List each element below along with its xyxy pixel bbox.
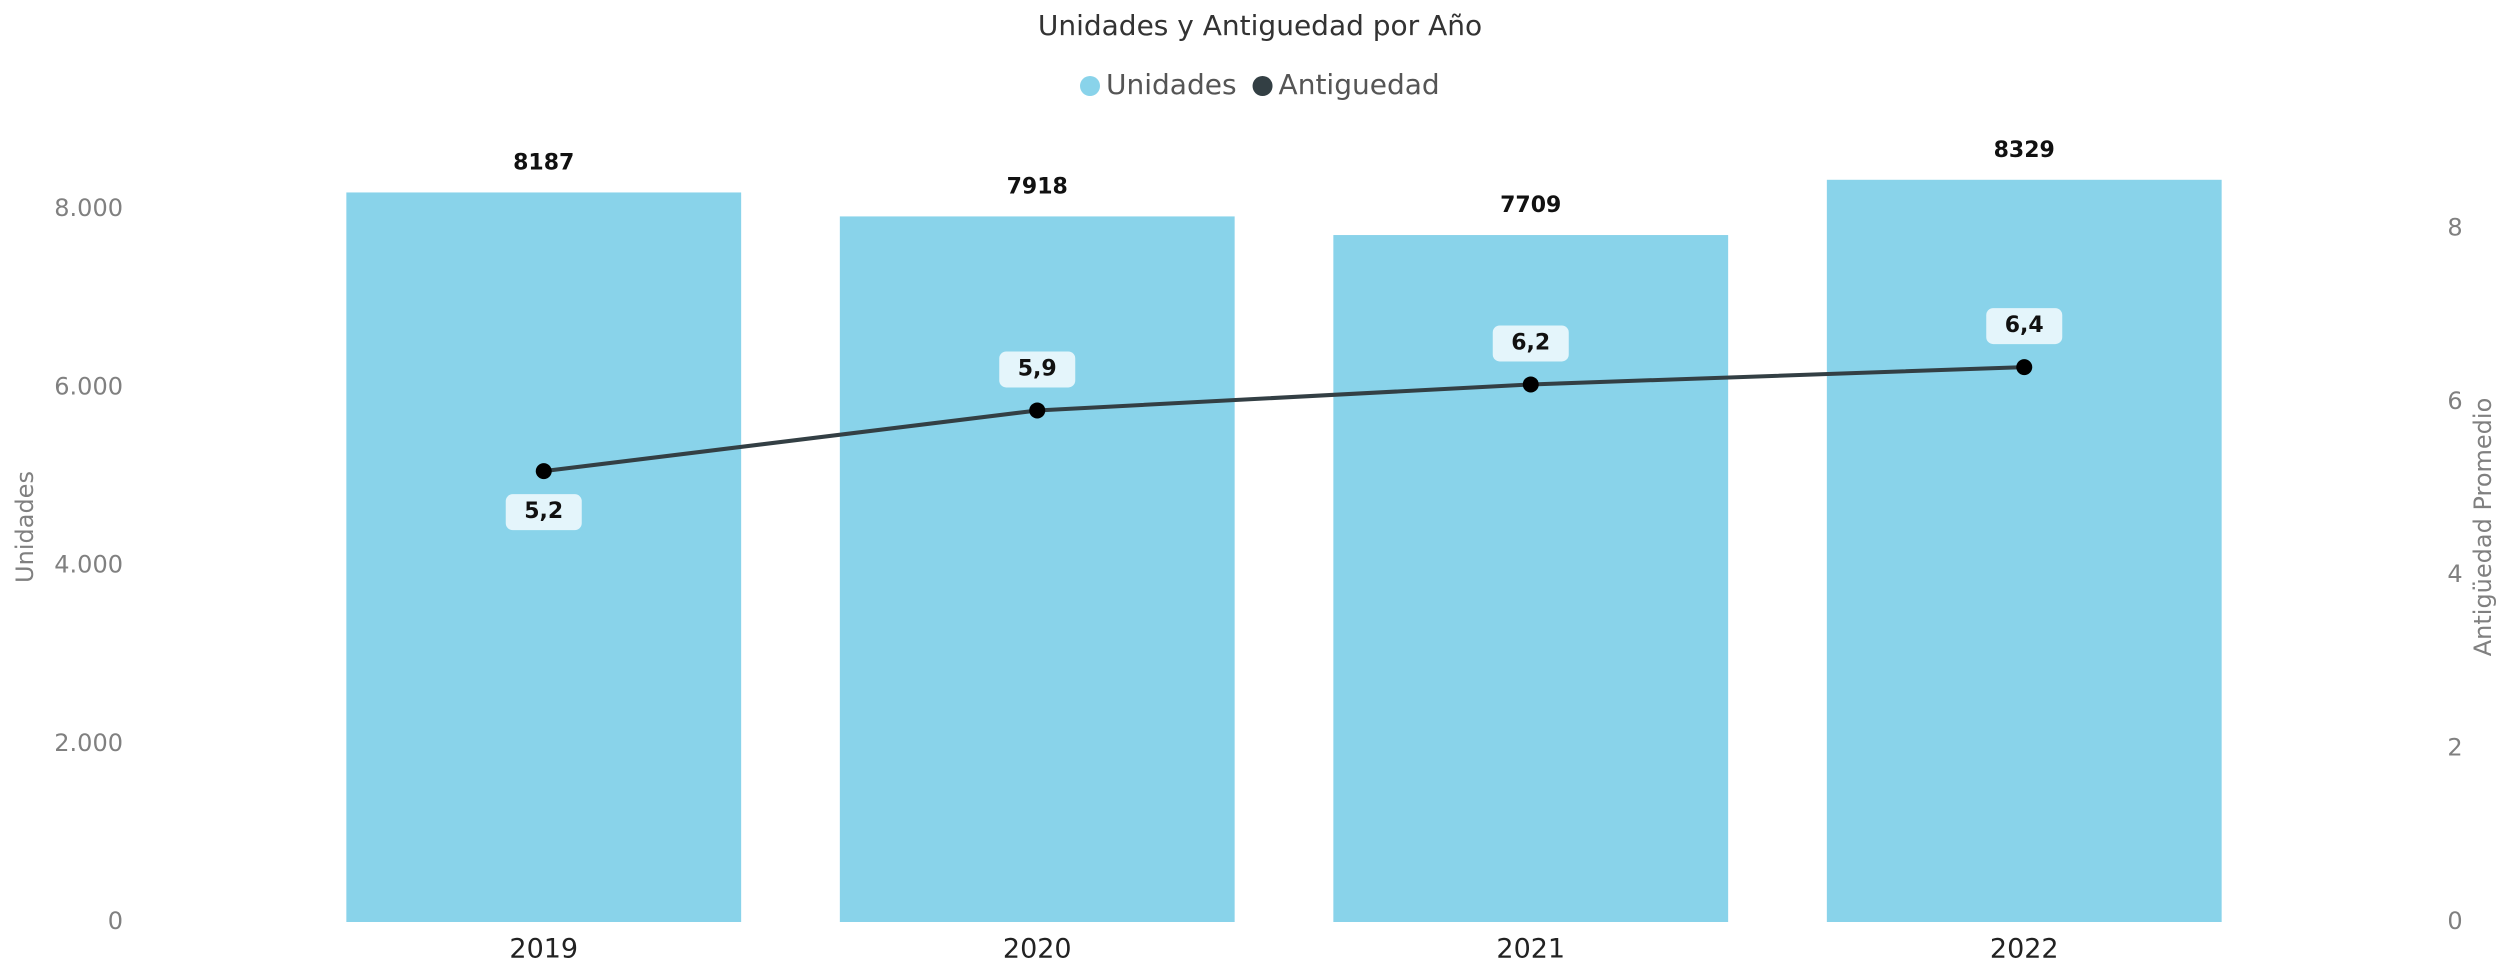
bar-value-label: 8187 bbox=[513, 150, 574, 175]
data-label-box bbox=[1986, 308, 2063, 345]
line bbox=[543, 365, 2025, 474]
line-value-label: 5,2 bbox=[524, 499, 563, 524]
bar bbox=[346, 192, 742, 922]
x-tick-label: 2019 bbox=[509, 934, 578, 964]
bar bbox=[839, 216, 1235, 923]
legend-marker bbox=[1080, 76, 1100, 96]
line-value-label: 6,4 bbox=[2005, 313, 2044, 338]
y-axis-title: Unidades bbox=[11, 471, 39, 583]
y2-tick-label: 8 bbox=[2447, 213, 2462, 241]
bar-value-label: 7709 bbox=[1500, 193, 1561, 218]
data-label-box bbox=[999, 351, 1076, 388]
legend-label: Antiguedad bbox=[1279, 68, 1440, 101]
data-label-box bbox=[1492, 325, 1569, 362]
legend-label: Unidades bbox=[1106, 68, 1237, 101]
y-tick-label: 8.000 bbox=[54, 194, 123, 222]
y2-tick-label: 6 bbox=[2447, 387, 2462, 415]
y2-tick-label: 4 bbox=[2447, 560, 2462, 588]
line-value-label: 5,9 bbox=[1018, 356, 1057, 381]
line-marker bbox=[1522, 376, 1539, 393]
y-tick-label: 2.000 bbox=[54, 729, 123, 757]
chart-title: Unidades y Antiguedad por Año bbox=[1038, 9, 1482, 42]
y-tick-label: 4.000 bbox=[54, 551, 123, 579]
data-label-box bbox=[505, 494, 582, 531]
y2-tick-label: 2 bbox=[2447, 734, 2462, 762]
bar-value-label: 7918 bbox=[1007, 174, 1068, 199]
line-marker bbox=[2016, 359, 2033, 376]
line-marker bbox=[535, 463, 552, 480]
y-tick-label: 0 bbox=[108, 907, 123, 935]
legend-marker bbox=[1252, 76, 1273, 96]
y2-axis-title: Antigüedad Promedio bbox=[2469, 398, 2497, 657]
bar-value-label: 8329 bbox=[1994, 138, 2055, 163]
y2-tick-label: 0 bbox=[2447, 907, 2462, 935]
line-value-label: 6,2 bbox=[1511, 330, 1550, 355]
line-marker bbox=[1029, 402, 1046, 419]
bar bbox=[1826, 179, 2222, 922]
x-tick-label: 2022 bbox=[1990, 934, 2059, 964]
y-tick-label: 6.000 bbox=[54, 372, 123, 400]
x-tick-label: 2020 bbox=[1003, 934, 1072, 964]
x-tick-label: 2021 bbox=[1496, 934, 1565, 964]
